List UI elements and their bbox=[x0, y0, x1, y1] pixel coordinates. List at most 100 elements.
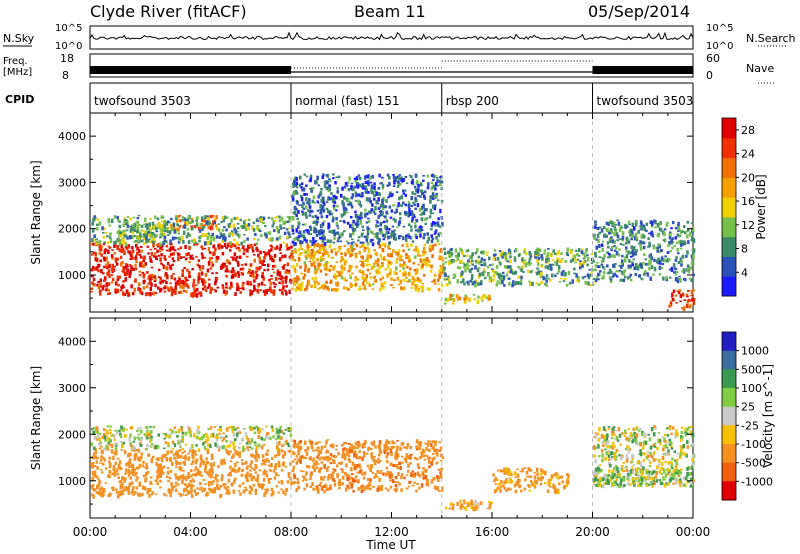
data-cell bbox=[128, 250, 132, 255]
data-cell bbox=[315, 250, 318, 253]
data-cell bbox=[333, 201, 337, 204]
data-cell bbox=[228, 262, 231, 265]
data-cell bbox=[607, 231, 611, 235]
data-cell bbox=[659, 260, 662, 265]
data-cell bbox=[152, 225, 155, 230]
data-cell bbox=[130, 481, 134, 485]
data-cell bbox=[291, 460, 295, 463]
data-cell bbox=[285, 439, 288, 443]
data-cell bbox=[327, 458, 330, 462]
data-cell bbox=[367, 210, 371, 213]
data-cell bbox=[432, 178, 435, 182]
data-cell bbox=[96, 439, 99, 441]
data-cell bbox=[111, 266, 114, 271]
data-cell bbox=[249, 427, 253, 431]
data-cell bbox=[204, 215, 207, 219]
data-cell bbox=[205, 457, 208, 461]
data-cell bbox=[295, 215, 298, 217]
data-cell bbox=[203, 224, 206, 228]
data-cell bbox=[641, 242, 645, 245]
data-cell bbox=[377, 242, 380, 245]
data-cell bbox=[281, 289, 284, 292]
data-cell bbox=[104, 248, 107, 252]
data-cell bbox=[363, 235, 367, 238]
data-cell bbox=[330, 473, 334, 478]
data-cell bbox=[544, 277, 548, 280]
data-cell bbox=[92, 242, 95, 246]
data-cell bbox=[259, 266, 262, 270]
data-cell bbox=[103, 279, 106, 283]
data-cell bbox=[227, 478, 231, 483]
data-cell bbox=[222, 266, 225, 269]
data-cell bbox=[269, 257, 272, 261]
data-cell bbox=[356, 182, 360, 187]
data-cell bbox=[431, 248, 435, 251]
data-cell bbox=[686, 234, 689, 239]
data-cell bbox=[230, 270, 233, 274]
data-cell bbox=[305, 473, 308, 476]
data-cell bbox=[401, 235, 405, 238]
data-cell bbox=[103, 257, 106, 262]
data-cell bbox=[236, 260, 240, 264]
data-cell bbox=[103, 241, 106, 244]
data-cell bbox=[248, 446, 252, 449]
data-cell bbox=[163, 456, 166, 458]
data-cell bbox=[631, 222, 635, 227]
data-cell bbox=[624, 226, 627, 229]
data-cell bbox=[224, 293, 227, 296]
data-cell bbox=[198, 265, 201, 269]
data-cell bbox=[321, 235, 325, 238]
data-region bbox=[291, 242, 445, 293]
data-cell bbox=[255, 446, 259, 450]
data-cell bbox=[313, 284, 317, 288]
data-cell bbox=[416, 203, 420, 208]
data-cell bbox=[594, 264, 598, 268]
data-cell bbox=[366, 212, 369, 216]
data-cell bbox=[214, 247, 217, 252]
data-cell bbox=[245, 435, 249, 440]
data-cell bbox=[439, 471, 442, 475]
cpid-segment-label: twofsound 3503 bbox=[597, 94, 694, 108]
data-cell bbox=[152, 455, 155, 458]
data-cell bbox=[388, 175, 391, 180]
data-cell bbox=[121, 230, 124, 233]
data-cell bbox=[404, 175, 408, 179]
data-cell bbox=[149, 480, 152, 485]
data-cell bbox=[304, 264, 307, 269]
data-cell bbox=[138, 253, 142, 256]
data-cell bbox=[265, 473, 269, 478]
data-cell bbox=[148, 280, 152, 285]
data-cell bbox=[677, 261, 681, 265]
data-cell bbox=[305, 193, 308, 196]
data-cell bbox=[459, 274, 463, 278]
data-cell bbox=[223, 461, 226, 465]
data-cell bbox=[129, 228, 133, 233]
data-cell bbox=[381, 176, 384, 179]
data-cell bbox=[278, 272, 282, 277]
data-cell bbox=[364, 175, 367, 180]
data-cell bbox=[189, 255, 193, 260]
data-cell bbox=[100, 455, 103, 459]
data-cell bbox=[350, 484, 353, 489]
data-cell bbox=[561, 258, 564, 260]
data-cell bbox=[193, 286, 196, 290]
data-cell bbox=[366, 254, 370, 259]
data-cell bbox=[176, 237, 180, 239]
data-cell bbox=[174, 227, 178, 232]
data-cell bbox=[422, 207, 425, 209]
data-cell bbox=[333, 265, 337, 269]
data-cell bbox=[188, 427, 191, 431]
data-cell bbox=[411, 484, 415, 487]
data-cell bbox=[466, 262, 469, 267]
data-cell bbox=[243, 428, 246, 430]
data-cell bbox=[145, 285, 149, 289]
data-cell bbox=[256, 474, 260, 477]
data-cell bbox=[381, 264, 384, 266]
data-cell bbox=[377, 457, 380, 461]
data-cell bbox=[163, 235, 167, 240]
data-cell bbox=[107, 245, 110, 248]
data-cell bbox=[330, 212, 334, 216]
data-cell bbox=[439, 179, 442, 182]
data-cell bbox=[180, 427, 183, 432]
data-cell bbox=[370, 184, 374, 189]
